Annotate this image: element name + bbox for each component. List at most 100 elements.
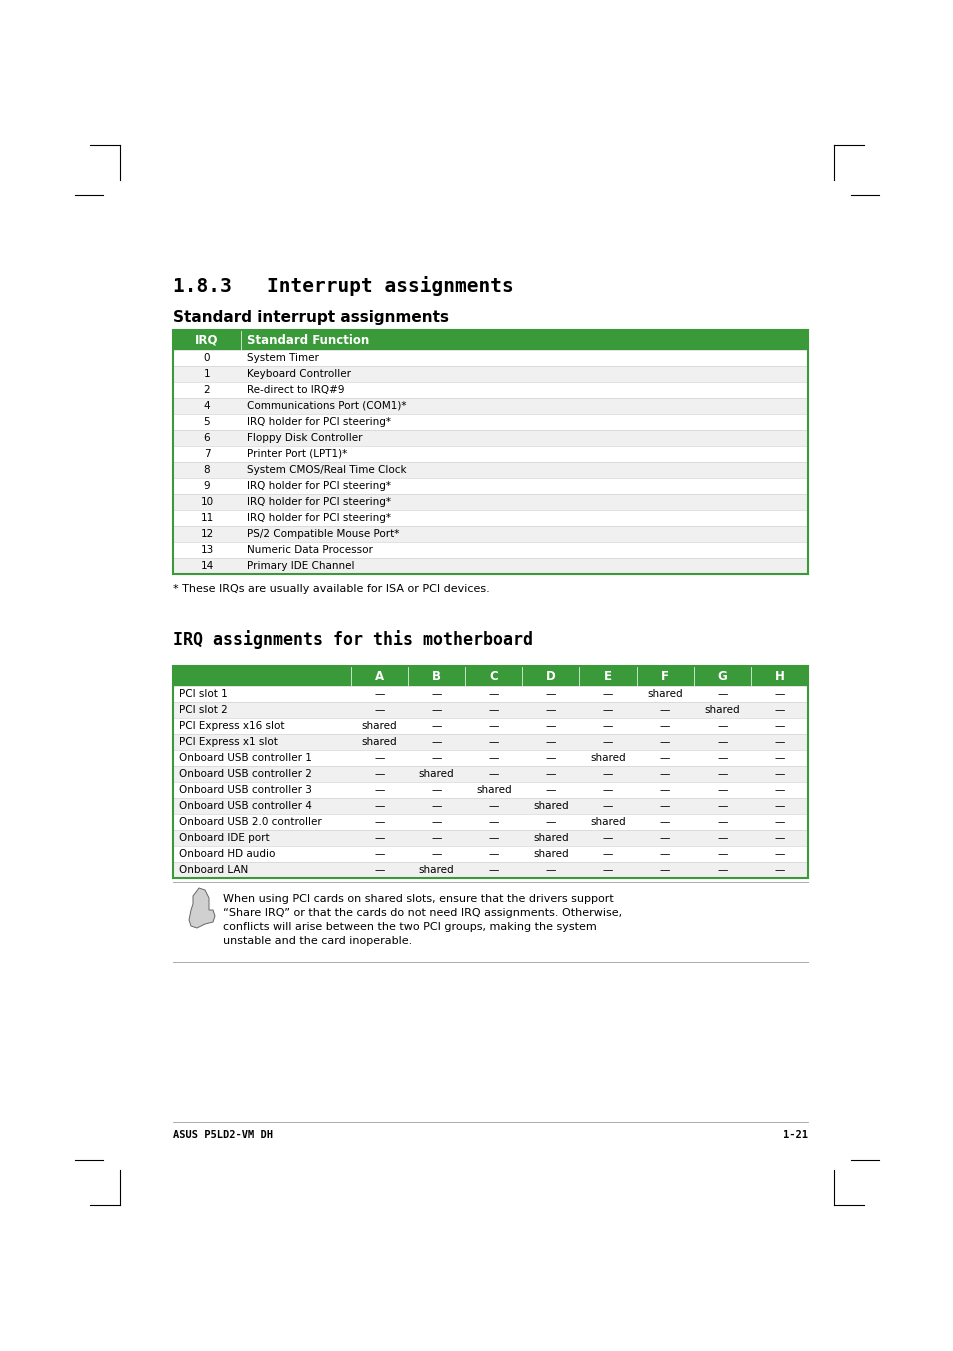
Bar bbox=[172, 399, 241, 413]
Text: —: — bbox=[774, 865, 783, 875]
Text: —: — bbox=[717, 785, 727, 794]
Text: —: — bbox=[431, 738, 441, 747]
Bar bbox=[408, 734, 465, 750]
Bar bbox=[241, 399, 807, 413]
Bar bbox=[408, 798, 465, 815]
Text: —: — bbox=[374, 689, 384, 698]
Bar bbox=[636, 703, 693, 717]
Text: —: — bbox=[659, 801, 670, 811]
Bar bbox=[578, 862, 636, 878]
Text: —: — bbox=[374, 817, 384, 827]
Text: —: — bbox=[374, 834, 384, 843]
Text: —: — bbox=[602, 738, 613, 747]
Bar bbox=[693, 798, 750, 815]
Bar bbox=[241, 350, 807, 366]
Text: Numeric Data Processor: Numeric Data Processor bbox=[247, 544, 373, 555]
Bar bbox=[351, 686, 408, 703]
Text: 0: 0 bbox=[204, 353, 210, 363]
Text: —: — bbox=[545, 769, 556, 780]
Text: System Timer: System Timer bbox=[247, 353, 318, 363]
Bar bbox=[750, 782, 807, 798]
Bar bbox=[172, 526, 241, 542]
Text: 13: 13 bbox=[200, 544, 213, 555]
Text: —: — bbox=[431, 721, 441, 731]
Text: —: — bbox=[774, 769, 783, 780]
Bar bbox=[172, 846, 351, 862]
Text: IRQ assignments for this motherboard: IRQ assignments for this motherboard bbox=[172, 630, 533, 648]
Text: —: — bbox=[488, 817, 498, 827]
Bar bbox=[693, 750, 750, 766]
Text: —: — bbox=[488, 721, 498, 731]
Text: —: — bbox=[717, 689, 727, 698]
Bar bbox=[522, 846, 578, 862]
Text: 14: 14 bbox=[200, 561, 213, 571]
Bar bbox=[636, 862, 693, 878]
Bar bbox=[636, 717, 693, 734]
Bar bbox=[241, 382, 807, 399]
Bar bbox=[172, 446, 241, 462]
Text: Printer Port (LPT1)*: Printer Port (LPT1)* bbox=[247, 449, 347, 459]
Bar bbox=[408, 815, 465, 830]
Bar bbox=[172, 798, 351, 815]
Text: —: — bbox=[431, 753, 441, 763]
Text: shared: shared bbox=[533, 848, 568, 859]
Text: —: — bbox=[374, 705, 384, 715]
Bar bbox=[241, 526, 807, 542]
Text: shared: shared bbox=[533, 834, 568, 843]
Text: PCI Express x1 slot: PCI Express x1 slot bbox=[179, 738, 277, 747]
Text: —: — bbox=[659, 848, 670, 859]
Text: —: — bbox=[659, 834, 670, 843]
Bar bbox=[351, 703, 408, 717]
Text: —: — bbox=[374, 769, 384, 780]
Text: —: — bbox=[717, 753, 727, 763]
Bar bbox=[351, 830, 408, 846]
Bar bbox=[241, 478, 807, 494]
Text: B: B bbox=[432, 670, 440, 682]
Bar bbox=[750, 666, 807, 686]
Text: Keyboard Controller: Keyboard Controller bbox=[247, 369, 351, 380]
Text: —: — bbox=[545, 753, 556, 763]
Bar bbox=[351, 666, 408, 686]
Bar bbox=[465, 750, 522, 766]
Bar bbox=[578, 717, 636, 734]
Bar bbox=[578, 666, 636, 686]
Text: —: — bbox=[488, 865, 498, 875]
Text: —: — bbox=[488, 834, 498, 843]
Bar bbox=[693, 862, 750, 878]
Bar bbox=[351, 750, 408, 766]
Text: —: — bbox=[774, 817, 783, 827]
Text: —: — bbox=[488, 753, 498, 763]
Bar bbox=[241, 430, 807, 446]
Text: 9: 9 bbox=[204, 481, 210, 490]
Text: 5: 5 bbox=[204, 417, 210, 427]
Bar bbox=[465, 862, 522, 878]
Bar bbox=[522, 830, 578, 846]
Text: A: A bbox=[375, 670, 384, 682]
Bar bbox=[465, 734, 522, 750]
Text: —: — bbox=[431, 785, 441, 794]
Bar bbox=[465, 666, 522, 686]
Text: * These IRQs are usually available for ISA or PCI devices.: * These IRQs are usually available for I… bbox=[172, 584, 489, 594]
Bar bbox=[578, 815, 636, 830]
Text: 1.8.3   Interrupt assignments: 1.8.3 Interrupt assignments bbox=[172, 276, 514, 296]
Bar bbox=[408, 782, 465, 798]
Text: 10: 10 bbox=[200, 497, 213, 507]
Bar bbox=[693, 782, 750, 798]
Text: shared: shared bbox=[647, 689, 682, 698]
Bar bbox=[750, 750, 807, 766]
Bar bbox=[578, 750, 636, 766]
Bar bbox=[172, 366, 241, 382]
Bar bbox=[408, 862, 465, 878]
Bar bbox=[172, 766, 351, 782]
Text: System CMOS/Real Time Clock: System CMOS/Real Time Clock bbox=[247, 465, 406, 476]
Text: —: — bbox=[374, 785, 384, 794]
Bar bbox=[636, 815, 693, 830]
Text: Onboard HD audio: Onboard HD audio bbox=[179, 848, 275, 859]
Bar bbox=[465, 766, 522, 782]
Text: —: — bbox=[545, 785, 556, 794]
Bar bbox=[750, 830, 807, 846]
Bar bbox=[465, 798, 522, 815]
Text: PCI slot 1: PCI slot 1 bbox=[179, 689, 228, 698]
Text: —: — bbox=[374, 865, 384, 875]
Bar bbox=[408, 666, 465, 686]
